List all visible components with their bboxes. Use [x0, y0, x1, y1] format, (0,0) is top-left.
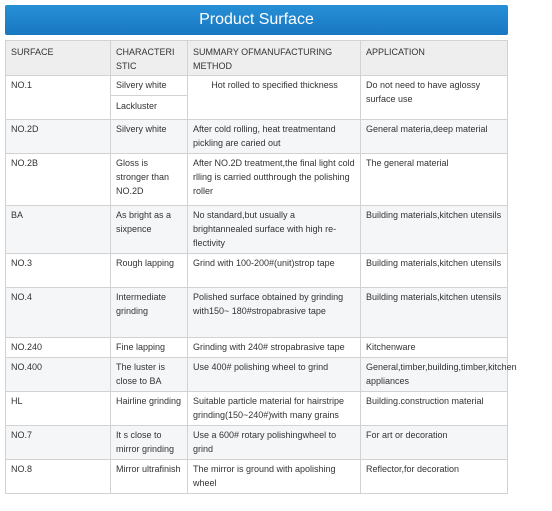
- table-row: NO.8 Mirror ultrafinish The mirror is gr…: [5, 459, 508, 494]
- table-row: NO.3 Rough lapping Grind with 100-200#(u…: [5, 253, 508, 288]
- column-header-application: APPLICATION: [360, 40, 508, 76]
- method-cell: Grind with 100-200#(unit)strop tape: [187, 253, 361, 288]
- surface-cell: HL: [5, 391, 111, 426]
- method-cell: After NO.2D treatment,the final light co…: [187, 153, 361, 206]
- characteristic-cell: Gloss is stronger than NO.2D: [110, 153, 188, 206]
- characteristic-cell: Hairline grinding: [110, 391, 188, 426]
- method-cell: Grinding with 240# stropabrasive tape: [187, 337, 361, 358]
- method-cell: Use 400# polishing wheel to grind: [187, 357, 361, 392]
- method-cell: Polished surface obtained by grinding wi…: [187, 287, 361, 338]
- table-row: NO.1 Silvery white Lackluster Hot rolled…: [5, 75, 508, 120]
- table-row: BA As bright as a sixpence No standard,b…: [5, 205, 508, 254]
- surface-cell: BA: [5, 205, 111, 254]
- application-cell: Building.construction material: [360, 391, 508, 426]
- characteristic-cell: Silvery white Lackluster: [110, 75, 188, 120]
- table-row: NO.2D Silvery white After cold rolling, …: [5, 119, 508, 154]
- column-header-surface: SURFACE: [5, 40, 111, 76]
- method-cell: Use a 600# rotary polishingwheel to grin…: [187, 425, 361, 460]
- page-title: Product Surface: [199, 11, 314, 28]
- application-cell: Reflector,for decoration: [360, 459, 508, 494]
- application-cell: For art or decoration: [360, 425, 508, 460]
- title-bar: Product Surface: [5, 5, 508, 35]
- application-cell: General,timber,building,timber,kitchen a…: [360, 357, 517, 392]
- table-row: NO.4 Intermediate grinding Polished surf…: [5, 287, 508, 338]
- surface-cell: NO.7: [5, 425, 111, 460]
- characteristic-cell: It s close to mirror grinding: [110, 425, 188, 460]
- characteristic-cell: Fine lapping: [110, 337, 188, 358]
- application-cell: General materia,deep material: [360, 119, 508, 154]
- surface-cell: NO.2D: [5, 119, 111, 154]
- surface-cell: NO.1: [5, 75, 111, 120]
- method-cell: Hot rolled to specified thickness: [187, 75, 361, 120]
- column-header-method: SUMMARY OFMANUFACTURING METHOD: [187, 40, 361, 76]
- method-cell: Suitable particle material for hairstrip…: [187, 391, 361, 426]
- table-row: NO.400 The luster is close to BA Use 400…: [5, 357, 517, 392]
- characteristic-text-secondary: Lackluster: [111, 95, 187, 113]
- column-header-characteristic: CHARACTERI STIC: [110, 40, 188, 76]
- surface-cell: NO.8: [5, 459, 111, 494]
- product-surface-table: SURFACE CHARACTERI STIC SUMMARY OFMANUFA…: [5, 40, 517, 494]
- surface-cell: NO.3: [5, 253, 111, 288]
- surface-cell: NO.400: [5, 357, 111, 392]
- application-cell: Building materials,kitchen utensils: [360, 253, 508, 288]
- characteristic-cell: Intermediate grinding: [110, 287, 188, 338]
- surface-cell: NO.4: [5, 287, 111, 338]
- application-cell: Building materials,kitchen utensils: [360, 287, 508, 338]
- method-cell: After cold rolling, heat treatmentand pi…: [187, 119, 361, 154]
- characteristic-cell: The luster is close to BA: [110, 357, 188, 392]
- application-cell: Do not need to have aglossy surface use: [360, 75, 508, 120]
- table-row: NO.7 It s close to mirror grinding Use a…: [5, 425, 508, 460]
- table-header-row: SURFACE CHARACTERI STIC SUMMARY OFMANUFA…: [5, 40, 508, 76]
- characteristic-cell: Silvery white: [110, 119, 188, 154]
- table-row: NO.240 Fine lapping Grinding with 240# s…: [5, 337, 508, 358]
- application-cell: Building materials,kitchen utensils: [360, 205, 508, 254]
- characteristic-cell: Rough lapping: [110, 253, 188, 288]
- application-cell: The general material: [360, 153, 508, 206]
- surface-cell: NO.240: [5, 337, 111, 358]
- application-cell: Kitchenware: [360, 337, 508, 358]
- method-cell: The mirror is ground with apolishing whe…: [187, 459, 361, 494]
- characteristic-text: Silvery white: [116, 80, 167, 90]
- surface-cell: NO.2B: [5, 153, 111, 206]
- table-row: NO.2B Gloss is stronger than NO.2D After…: [5, 153, 508, 206]
- method-cell: No standard,but usually a brightannealed…: [187, 205, 361, 254]
- table-row: HL Hairline grinding Suitable particle m…: [5, 391, 508, 426]
- characteristic-cell: As bright as a sixpence: [110, 205, 188, 254]
- characteristic-cell: Mirror ultrafinish: [110, 459, 188, 494]
